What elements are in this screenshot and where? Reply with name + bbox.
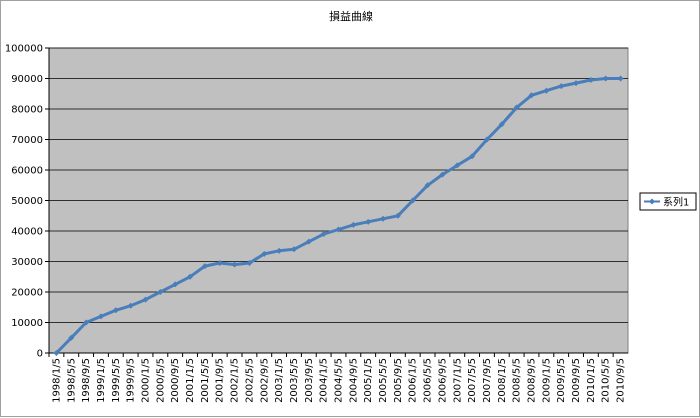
y-tick-label: 10000 bbox=[11, 318, 43, 329]
x-tick-label: 2005/1/5 bbox=[363, 358, 374, 403]
x-tick-label: 2007/5/5 bbox=[467, 358, 478, 403]
x-tick-label: 1998/9/5 bbox=[81, 358, 92, 403]
x-tick-label: 1999/1/5 bbox=[96, 358, 107, 403]
x-tick-label: 2009/1/5 bbox=[541, 358, 552, 403]
legend-swatch-marker bbox=[649, 198, 655, 205]
x-tick-label: 2008/5/5 bbox=[512, 358, 523, 403]
x-tick-label: 2000/9/5 bbox=[170, 358, 181, 403]
data-point bbox=[83, 319, 90, 326]
x-tick-label: 2004/9/5 bbox=[348, 358, 359, 403]
x-tick-label: 2003/1/5 bbox=[274, 358, 285, 403]
x-tick-label: 2008/1/5 bbox=[497, 358, 508, 403]
data-point bbox=[365, 218, 372, 225]
data-point bbox=[483, 136, 490, 143]
data-point bbox=[394, 212, 401, 219]
x-tick-label: 2010/9/5 bbox=[616, 358, 627, 403]
x-tick-label: 2005/5/5 bbox=[378, 358, 389, 403]
data-point bbox=[335, 226, 342, 233]
y-tick-label: 20000 bbox=[11, 288, 43, 299]
data-point bbox=[454, 162, 461, 169]
data-point bbox=[201, 263, 208, 270]
x-tick-label: 2005/9/5 bbox=[393, 358, 404, 403]
data-point bbox=[53, 350, 60, 356]
x-tick-label: 2004/5/5 bbox=[334, 358, 345, 403]
data-point bbox=[261, 250, 268, 257]
x-tick-label: 2004/1/5 bbox=[319, 358, 330, 403]
data-point bbox=[380, 215, 387, 222]
data-point bbox=[305, 238, 312, 245]
data-point bbox=[142, 296, 149, 303]
y-tick-label: 60000 bbox=[11, 166, 43, 177]
legend-label: 系列1 bbox=[663, 196, 689, 209]
data-point bbox=[320, 231, 327, 238]
x-tick-label: 2009/9/5 bbox=[571, 358, 582, 403]
y-tick-label: 40000 bbox=[11, 227, 43, 238]
x-tick-label: 1999/5/5 bbox=[111, 358, 122, 403]
data-point bbox=[424, 182, 431, 189]
y-tick-label: 0 bbox=[37, 349, 43, 360]
data-point bbox=[350, 221, 357, 228]
data-point bbox=[469, 153, 476, 160]
x-tick-label: 2003/9/5 bbox=[304, 358, 315, 403]
x-tick-label: 2006/9/5 bbox=[437, 358, 448, 403]
data-point bbox=[97, 313, 104, 320]
data-point bbox=[513, 104, 520, 111]
y-tick-label: 70000 bbox=[11, 135, 43, 146]
data-point bbox=[617, 75, 624, 82]
data-point bbox=[187, 273, 194, 280]
data-point bbox=[602, 75, 609, 82]
x-tick-label: 2008/9/5 bbox=[527, 358, 538, 403]
x-tick-label: 2002/5/5 bbox=[244, 358, 255, 403]
data-point bbox=[543, 87, 550, 94]
x-tick-label: 2003/5/5 bbox=[289, 358, 300, 403]
data-point bbox=[231, 261, 238, 268]
x-tick-label: 2010/1/5 bbox=[586, 358, 597, 403]
legend-box bbox=[639, 192, 697, 211]
x-tick-label: 2001/1/5 bbox=[185, 358, 196, 403]
data-point bbox=[112, 307, 119, 314]
data-point bbox=[409, 197, 416, 204]
data-point bbox=[439, 171, 446, 178]
x-tick-label: 1998/5/5 bbox=[66, 358, 77, 403]
data-point bbox=[498, 121, 505, 128]
y-tick-label: 30000 bbox=[11, 257, 43, 268]
x-tick-label: 2001/9/5 bbox=[215, 358, 226, 403]
y-tick-label: 80000 bbox=[11, 105, 43, 116]
y-tick-label: 100000 bbox=[5, 44, 43, 55]
data-point bbox=[246, 260, 253, 267]
x-tick-label: 2000/5/5 bbox=[155, 358, 166, 403]
data-point bbox=[573, 80, 580, 87]
data-point bbox=[216, 260, 223, 267]
x-tick-label: 2001/5/5 bbox=[200, 358, 211, 403]
x-tick-label: 2002/1/5 bbox=[230, 358, 241, 403]
x-tick-label: 2007/9/5 bbox=[482, 358, 493, 403]
x-tick-label: 2009/5/5 bbox=[556, 358, 567, 403]
y-tick-label: 50000 bbox=[11, 196, 43, 207]
x-tick-label: 1998/1/5 bbox=[51, 358, 62, 403]
data-point bbox=[528, 92, 535, 99]
x-tick-label: 2006/1/5 bbox=[408, 358, 419, 403]
data-point bbox=[558, 83, 565, 90]
x-tick-label: 2002/9/5 bbox=[259, 358, 270, 403]
chart-title: 損益曲線 bbox=[329, 9, 373, 23]
x-tick-label: 2010/5/5 bbox=[601, 358, 612, 403]
y-tick-label: 90000 bbox=[11, 74, 43, 85]
data-point bbox=[127, 302, 134, 309]
data-point bbox=[68, 334, 75, 341]
data-point bbox=[290, 246, 297, 253]
x-tick-label: 2007/1/5 bbox=[452, 358, 463, 403]
x-tick-label: 2006/5/5 bbox=[423, 358, 434, 403]
data-point bbox=[587, 77, 594, 84]
data-point bbox=[172, 281, 179, 288]
data-point bbox=[276, 247, 283, 254]
x-tick-label: 1999/9/5 bbox=[126, 358, 137, 403]
data-point bbox=[157, 289, 164, 295]
x-tick-label: 2000/1/5 bbox=[141, 358, 152, 403]
